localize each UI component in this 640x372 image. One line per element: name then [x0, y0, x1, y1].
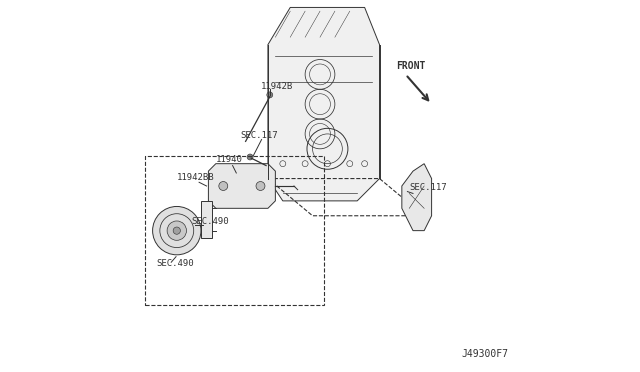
PathPatch shape: [268, 7, 380, 201]
Text: 11942B: 11942B: [261, 81, 294, 90]
Circle shape: [152, 206, 201, 255]
Circle shape: [219, 182, 228, 190]
Circle shape: [167, 221, 186, 240]
Text: SEC.490: SEC.490: [191, 217, 229, 226]
Text: 11940: 11940: [216, 155, 243, 164]
Text: SEC.117: SEC.117: [410, 183, 447, 192]
Text: J49300F7: J49300F7: [461, 349, 508, 359]
PathPatch shape: [402, 164, 431, 231]
Circle shape: [247, 154, 253, 160]
Circle shape: [173, 227, 180, 234]
PathPatch shape: [209, 164, 275, 208]
Polygon shape: [201, 201, 212, 238]
Circle shape: [256, 182, 265, 190]
Text: FRONT: FRONT: [396, 61, 426, 71]
Text: SEC.117: SEC.117: [240, 131, 278, 140]
Circle shape: [267, 92, 273, 98]
Text: 11942BB: 11942BB: [177, 173, 214, 182]
Text: SEC.490: SEC.490: [156, 259, 194, 268]
